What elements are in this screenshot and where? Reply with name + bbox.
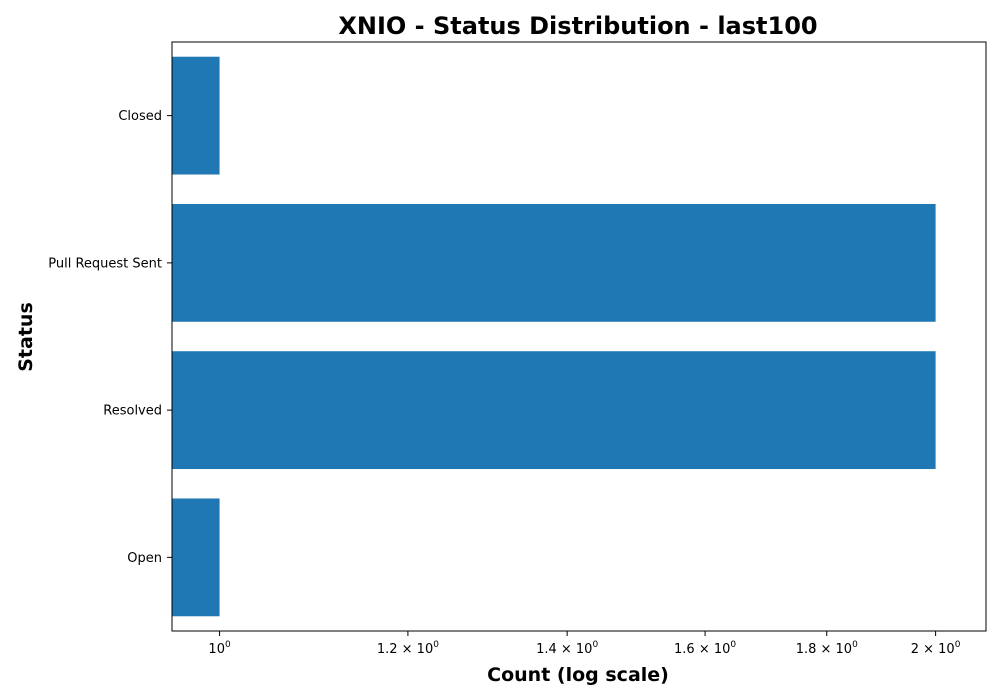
y-tick-label: Pull Request Sent — [48, 256, 162, 271]
bar-closed — [172, 56, 220, 175]
bar-open — [172, 498, 220, 617]
x-axis-ticks: 100 1.2 × 100 1.4 × 100 1.6 × 100 1.8 × 100 2… — [208, 631, 961, 657]
x-tick-label: 1.6 × 100 — [674, 640, 736, 657]
bar-resolved — [172, 351, 936, 470]
chart-title: XNIO - Status Distribution - last100 — [338, 12, 817, 40]
y-tick-label: Resolved — [103, 404, 162, 419]
bar-pull-request-sent — [172, 203, 936, 322]
plot-frame — [171, 41, 987, 632]
bars-group — [172, 56, 936, 617]
x-tick-label: 100 — [208, 640, 231, 657]
y-axis-ticks: Open Resolved Pull Request Sent Closed — [48, 109, 172, 566]
x-tick-label: 2 × 100 — [911, 640, 961, 657]
y-tick-label: Open — [127, 551, 162, 566]
x-tick-label: 1.2 × 100 — [377, 640, 439, 657]
y-tick-label: Closed — [118, 109, 162, 124]
x-tick-label: 1.4 × 100 — [536, 640, 598, 657]
x-axis-label: Count (log scale) — [487, 664, 669, 686]
x-tick-label: 1.8 × 100 — [796, 640, 858, 657]
y-axis-label: Status — [15, 302, 37, 372]
